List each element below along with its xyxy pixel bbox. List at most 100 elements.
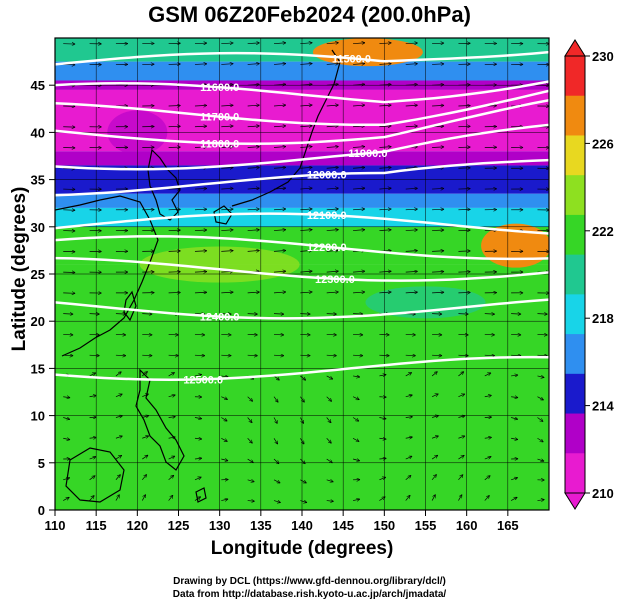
wind-arrow — [353, 292, 365, 293]
wind-arrow — [326, 126, 339, 127]
wind-arrow — [300, 230, 312, 231]
wind-arrow — [458, 416, 465, 418]
wind-arrow — [273, 271, 286, 272]
wind-arrow — [326, 438, 332, 443]
contour-label: 12300.0 — [315, 274, 355, 286]
wind-arrow — [273, 230, 286, 231]
colorbar-label: 214 — [592, 399, 614, 414]
wind-arrow — [168, 437, 176, 438]
colorbar-gradient — [565, 56, 585, 494]
wind-arrow — [432, 272, 444, 273]
wind-arrow — [194, 438, 202, 439]
wind-arrow — [353, 64, 365, 65]
wind-arrow — [511, 397, 518, 398]
wind-arrow — [537, 500, 544, 501]
wind-arrow — [273, 43, 286, 44]
wind-arrow — [484, 476, 491, 481]
wind-arrow — [431, 371, 437, 377]
wind-arrow — [300, 250, 312, 251]
wind-arrow — [300, 43, 312, 44]
wind-arrow — [326, 209, 339, 210]
wind-arrow — [353, 105, 365, 106]
map-title: GSM 06Z20Feb2024 (200.0hPa) — [148, 2, 471, 27]
wind-arrow — [142, 415, 149, 417]
wind-arrow — [273, 396, 278, 403]
wind-arrow — [405, 230, 418, 231]
contour-label: 11800.0 — [200, 138, 239, 150]
wind-arrow — [379, 477, 385, 481]
wind-arrow — [511, 438, 518, 439]
wind-arrow — [247, 480, 255, 482]
colorbar-frame — [564, 55, 586, 494]
wind-arrow — [273, 147, 286, 148]
wind-arrow — [405, 456, 412, 460]
colorbar-block — [565, 95, 585, 136]
wind-arrow — [142, 436, 149, 438]
wind-arrow — [89, 395, 97, 396]
wind-arrow — [168, 475, 174, 481]
wind-arrow — [537, 459, 544, 461]
wind-arrow — [300, 271, 312, 272]
wind-arrow — [405, 168, 418, 169]
colorbar-block — [565, 413, 585, 454]
wind-arrow — [300, 501, 307, 503]
colorbar: 230 226 222 218 214 210 — [564, 39, 614, 510]
wind-arrow — [168, 417, 176, 418]
wind-arrow — [247, 438, 253, 443]
wind-arrow — [353, 147, 365, 148]
wind-arrow — [379, 64, 391, 65]
wind-arrow — [326, 250, 339, 251]
wind-arrow — [379, 209, 391, 210]
wind-arrow — [115, 475, 121, 481]
wind-arrow — [405, 475, 411, 481]
wind-arrow — [352, 499, 360, 500]
wind-arrow — [431, 416, 439, 418]
height-contours: 11500.0 11600.0 11700.0 11800.0 11900.012000… — [55, 50, 549, 386]
wind-arrow — [168, 372, 175, 377]
wind-arrow — [300, 396, 304, 403]
wind-arrow — [221, 43, 233, 44]
wind-arrow — [273, 209, 286, 210]
wind-arrow — [484, 456, 492, 459]
contour-line — [55, 256, 549, 282]
wind-arrow — [273, 126, 286, 127]
colorbar-label: 218 — [592, 311, 614, 326]
wind-arrow — [115, 436, 123, 438]
wind-arrow — [405, 105, 418, 106]
wind-arrow — [379, 126, 391, 127]
colorbar-bottom-cap — [564, 492, 586, 510]
wind-arrow — [353, 188, 365, 189]
wind-arrow — [194, 147, 207, 148]
colorbar-block — [565, 334, 585, 375]
wind-arrow — [326, 188, 339, 189]
contour-label: 12000.0 — [307, 169, 347, 181]
wind-arrow — [326, 458, 333, 463]
colorbar-label: 226 — [592, 136, 614, 151]
wind-arrow — [379, 438, 386, 439]
wind-arrow — [194, 105, 207, 106]
colorbar-block — [565, 214, 585, 256]
contour-label: 12200.0 — [307, 242, 347, 254]
wind-arrow — [405, 292, 418, 293]
wind-arrow — [326, 230, 339, 231]
wind-arrow — [484, 372, 491, 377]
colorbar-block — [565, 135, 585, 176]
wind-arrow — [221, 499, 228, 501]
wind-arrow — [221, 105, 233, 106]
wind-arrow — [353, 271, 365, 272]
wind-arrow — [273, 438, 278, 444]
wind-arrow — [511, 417, 518, 419]
wind-arrow — [432, 188, 444, 189]
y-tick-label: 15 — [31, 361, 45, 376]
wind-arrow — [273, 458, 279, 464]
wind-arrow — [432, 147, 444, 148]
wind-arrow — [431, 494, 435, 501]
wind-arrow — [511, 478, 518, 480]
wind-arrow — [168, 495, 173, 501]
wind-arrow — [221, 168, 233, 169]
shade-warm-east — [481, 223, 549, 268]
colorbar-block — [565, 254, 585, 295]
wind-arrow — [300, 458, 305, 464]
wind-arrow — [221, 459, 228, 461]
